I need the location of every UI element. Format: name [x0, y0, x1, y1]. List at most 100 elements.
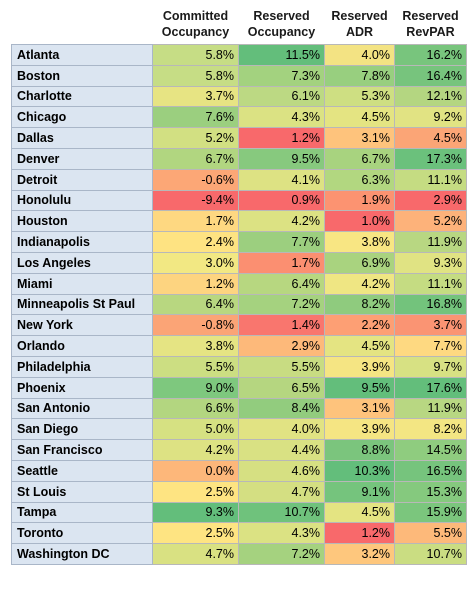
city-cell: Miami	[11, 272, 153, 295]
committed-occupancy-cell: 5.5%	[152, 355, 239, 378]
reserved-occupancy-cell: 4.0%	[238, 418, 325, 441]
committed-occupancy-cell: 1.7%	[152, 210, 239, 233]
hotel-metrics-table: Committed Occupancy Reserved Occupancy Res…	[11, 8, 467, 565]
reserved-occupancy-cell: 4.3%	[238, 522, 325, 545]
reserved-occupancy-cell: 1.2%	[238, 127, 325, 149]
reserved-adr-cell: 5.3%	[324, 85, 395, 108]
reserved-revpar-cell: 17.3%	[394, 147, 467, 170]
table-row: Tampa 9.3% 10.7% 4.5% 15.9%	[11, 501, 467, 524]
header-row: Committed Occupancy Reserved Occupancy Res…	[12, 8, 467, 45]
city-cell: Denver	[11, 147, 153, 170]
city-cell: Detroit	[11, 168, 153, 191]
reserved-occupancy-cell: 4.6%	[238, 459, 325, 482]
city-cell: Atlanta	[11, 44, 153, 66]
reserved-occupancy-cell: 9.5%	[238, 147, 325, 170]
city-cell: San Diego	[11, 418, 153, 441]
reserved-adr-cell: 4.5%	[324, 501, 395, 524]
table-row: Washington DC 4.7% 7.2% 3.2% 10.7%	[11, 543, 467, 565]
committed-occupancy-cell: 5.8%	[152, 44, 239, 66]
table-row: Houston 1.7% 4.2% 1.0% 5.2%	[11, 210, 467, 233]
reserved-revpar-cell: 11.1%	[394, 272, 467, 295]
city-cell: San Antonio	[11, 397, 153, 420]
city-cell: Charlotte	[11, 85, 153, 108]
reserved-occupancy-cell: 4.4%	[238, 439, 325, 461]
reserved-adr-cell: 6.7%	[324, 147, 395, 170]
committed-occupancy-cell: 9.3%	[152, 501, 239, 524]
committed-occupancy-cell: 1.2%	[152, 272, 239, 295]
city-cell: Washington DC	[11, 543, 153, 565]
city-cell: Chicago	[11, 106, 153, 129]
reserved-adr-cell: 6.9%	[324, 251, 395, 274]
city-cell: Minneapolis St Paul	[11, 293, 153, 316]
table-row: Minneapolis St Paul 6.4% 7.2% 8.2% 16.8%	[11, 293, 467, 316]
reserved-adr-cell: 4.0%	[324, 44, 395, 66]
city-cell: Houston	[11, 210, 153, 233]
reserved-occupancy-cell: 7.7%	[238, 231, 325, 253]
reserved-revpar-cell: 14.5%	[394, 439, 467, 461]
committed-occupancy-cell: 5.2%	[152, 127, 239, 149]
reserved-revpar-cell: 9.3%	[394, 251, 467, 274]
table-row: Miami 1.2% 6.4% 4.2% 11.1%	[11, 272, 467, 295]
reserved-occupancy-cell: 2.9%	[238, 335, 325, 357]
committed-occupancy-cell: 6.6%	[152, 397, 239, 420]
metrics-table-container: Committed Occupancy Reserved Occupancy Res…	[11, 8, 467, 565]
reserved-adr-cell: 8.2%	[324, 293, 395, 316]
reserved-adr-cell: 10.3%	[324, 459, 395, 482]
table-row: Phoenix 9.0% 6.5% 9.5% 17.6%	[11, 376, 467, 399]
table-row: New York -0.8% 1.4% 2.2% 3.7%	[11, 314, 467, 337]
reserved-revpar-cell: 5.2%	[394, 210, 467, 233]
reserved-occupancy-cell: 7.2%	[238, 543, 325, 565]
reserved-occupancy-cell: 4.2%	[238, 210, 325, 233]
reserved-revpar-cell: 16.4%	[394, 64, 467, 87]
table-row: Charlotte 3.7% 6.1% 5.3% 12.1%	[11, 85, 467, 108]
reserved-occupancy-cell: 10.7%	[238, 501, 325, 524]
table-row: Toronto 2.5% 4.3% 1.2% 5.5%	[11, 522, 467, 545]
table-row: Denver 6.7% 9.5% 6.7% 17.3%	[11, 147, 467, 170]
committed-occupancy-cell: 6.7%	[152, 147, 239, 170]
committed-occupancy-cell: 9.0%	[152, 376, 239, 399]
city-cell: Dallas	[11, 127, 153, 149]
city-cell: Philadelphia	[11, 355, 153, 378]
reserved-revpar-cell: 16.8%	[394, 293, 467, 316]
header-reserved-revpar: Reserved RevPAR	[402, 9, 459, 39]
committed-occupancy-cell: 4.7%	[152, 543, 239, 565]
table-row: Seattle 0.0% 4.6% 10.3% 16.5%	[11, 459, 467, 482]
city-cell: Seattle	[11, 459, 153, 482]
reserved-adr-cell: 4.2%	[324, 272, 395, 295]
reserved-occupancy-cell: 7.3%	[238, 64, 325, 87]
reserved-revpar-cell: 7.7%	[394, 335, 467, 357]
committed-occupancy-cell: 3.0%	[152, 251, 239, 274]
reserved-occupancy-cell: 6.5%	[238, 376, 325, 399]
city-cell: Los Angeles	[11, 251, 153, 274]
reserved-occupancy-cell: 0.9%	[238, 189, 325, 212]
city-cell: Honolulu	[11, 189, 153, 212]
reserved-revpar-cell: 2.9%	[394, 189, 467, 212]
table-row: Detroit -0.6% 4.1% 6.3% 11.1%	[11, 168, 467, 191]
city-cell: Toronto	[11, 522, 153, 545]
reserved-occupancy-cell: 4.7%	[238, 480, 325, 503]
reserved-revpar-cell: 3.7%	[394, 314, 467, 337]
reserved-revpar-cell: 16.5%	[394, 459, 467, 482]
reserved-adr-cell: 1.9%	[324, 189, 395, 212]
table-row: Indianapolis 2.4% 7.7% 3.8% 11.9%	[11, 231, 467, 253]
table-row: Boston 5.8% 7.3% 7.8% 16.4%	[11, 64, 467, 87]
city-cell: St Louis	[11, 480, 153, 503]
reserved-occupancy-cell: 5.5%	[238, 355, 325, 378]
reserved-revpar-cell: 11.9%	[394, 231, 467, 253]
table-row: Orlando 3.8% 2.9% 4.5% 7.7%	[11, 335, 467, 357]
reserved-revpar-cell: 4.5%	[394, 127, 467, 149]
reserved-occupancy-cell: 4.3%	[238, 106, 325, 129]
reserved-revpar-cell: 11.1%	[394, 168, 467, 191]
table-row: San Diego 5.0% 4.0% 3.9% 8.2%	[11, 418, 467, 441]
committed-occupancy-cell: 0.0%	[152, 459, 239, 482]
table-row: Atlanta 5.8% 11.5% 4.0% 16.2%	[11, 44, 467, 66]
city-cell: Tampa	[11, 501, 153, 524]
table-row: St Louis 2.5% 4.7% 9.1% 15.3%	[11, 480, 467, 503]
reserved-revpar-cell: 17.6%	[394, 376, 467, 399]
reserved-revpar-cell: 5.5%	[394, 522, 467, 545]
reserved-revpar-cell: 11.9%	[394, 397, 467, 420]
table-body: Atlanta 5.8% 11.5% 4.0% 16.2% Boston 5.8% 7.3% 7…	[11, 44, 467, 565]
reserved-occupancy-cell: 1.4%	[238, 314, 325, 337]
table-row: Honolulu -9.4% 0.9% 1.9% 2.9%	[11, 189, 467, 212]
committed-occupancy-cell: 4.2%	[152, 439, 239, 461]
